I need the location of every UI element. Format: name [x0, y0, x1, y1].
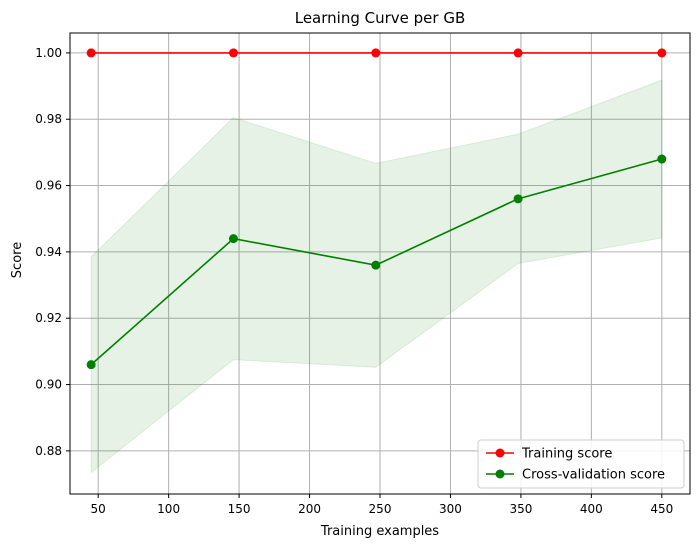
data-point	[657, 48, 667, 58]
legend-marker	[495, 448, 505, 458]
confidence-band	[90, 79, 663, 474]
y-tick-label: 0.96	[35, 179, 62, 193]
data-point	[657, 154, 667, 164]
y-tick-label: 1.00	[35, 46, 62, 60]
data-point	[513, 194, 523, 204]
x-tick-label: 350	[509, 502, 532, 516]
x-axis-label: Training examples	[320, 524, 439, 539]
y-tick-label: 0.98	[35, 112, 62, 126]
y-axis-ticks: 0.88 0.90 0.92 0.94 0.96 0.98 1.00	[35, 46, 70, 458]
x-tick-label: 200	[298, 502, 321, 516]
data-point	[228, 234, 238, 244]
x-tick-label: 100	[157, 502, 180, 516]
y-tick-label: 0.90	[35, 378, 62, 392]
legend-marker	[495, 469, 505, 479]
x-tick-label: 400	[580, 502, 603, 516]
y-tick-label: 0.92	[35, 311, 62, 325]
data-point	[86, 48, 96, 58]
y-axis-label: Score	[10, 242, 25, 278]
x-tick-label: 300	[439, 502, 462, 516]
chart-title: Learning Curve per GB	[295, 9, 466, 27]
data-point	[86, 360, 96, 370]
legend-label: Training score	[521, 447, 612, 462]
y-tick-label: 0.88	[35, 444, 62, 458]
series-markers	[86, 48, 667, 370]
x-tick-label: 150	[228, 502, 251, 516]
legend-box	[477, 439, 685, 489]
x-tick-label: 250	[369, 502, 392, 516]
data-point	[228, 48, 238, 58]
y-tick-label: 0.94	[35, 245, 62, 259]
data-point	[371, 48, 381, 58]
data-point	[371, 260, 381, 270]
data-point	[513, 48, 523, 58]
x-axis-ticks: 50 100 150 200 250 300 350 400 450	[91, 494, 673, 516]
legend-label: Cross-validation score	[522, 468, 665, 483]
legend: Training score Cross-validation score	[477, 439, 685, 489]
x-tick-label: 450	[650, 502, 673, 516]
x-tick-label: 50	[91, 502, 106, 516]
